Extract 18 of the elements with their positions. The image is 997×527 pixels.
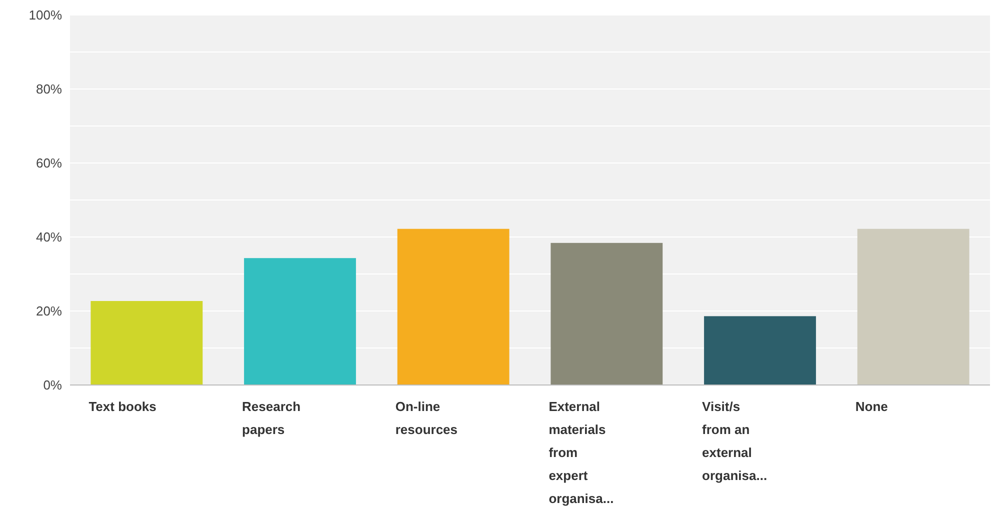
x-tick-label: On-line resources bbox=[395, 399, 458, 437]
x-tick-label: Text books bbox=[88, 399, 156, 414]
y-tick-label: 60% bbox=[36, 156, 62, 171]
x-tick-label: External materials from expert organisa... bbox=[548, 399, 614, 506]
bar bbox=[550, 242, 663, 385]
bar bbox=[90, 301, 203, 385]
x-tick-label: Research papers bbox=[242, 399, 301, 437]
bar bbox=[244, 258, 356, 385]
x-tick-label: None bbox=[855, 399, 888, 414]
y-tick-label: 100% bbox=[28, 8, 62, 23]
y-tick-label: 80% bbox=[36, 82, 62, 97]
bar bbox=[397, 228, 510, 385]
x-tick-label: Visit/s from an external organisa... bbox=[702, 399, 768, 483]
y-tick-label: 0% bbox=[43, 378, 62, 393]
y-tick-label: 20% bbox=[36, 304, 62, 319]
y-tick-label: 40% bbox=[36, 230, 62, 245]
bar bbox=[704, 316, 816, 385]
bar bbox=[857, 228, 970, 385]
